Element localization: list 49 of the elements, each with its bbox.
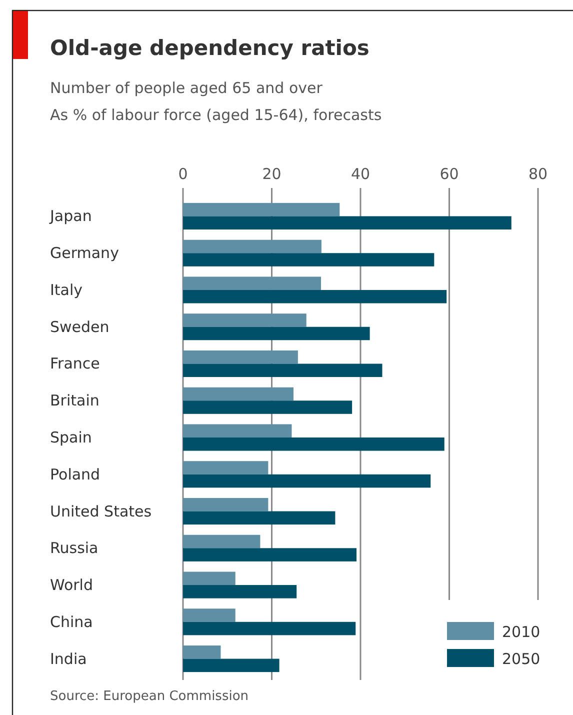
legend-label: 2010 (502, 623, 540, 641)
bar (183, 608, 236, 622)
bar (183, 474, 431, 488)
y-tick-label: Italy (50, 280, 83, 299)
y-tick-label: World (50, 576, 93, 594)
y-tick-label: India (50, 650, 87, 668)
bar (183, 645, 221, 659)
x-tick-label: 40 (350, 165, 370, 183)
y-tick-label: Sweden (50, 318, 110, 336)
bar (183, 498, 268, 512)
bar (183, 276, 322, 290)
bar (183, 572, 236, 586)
x-tick-label: 20 (262, 165, 282, 183)
y-tick-label: Britain (50, 392, 100, 410)
bar (183, 622, 356, 636)
bar (183, 253, 434, 266)
source-note: Source: European Commission (50, 689, 249, 704)
bar (183, 585, 297, 598)
chart-subtitle: Number of people aged 65 and over As % of labour force (aged 15-64), forecasts (50, 79, 382, 124)
bar (183, 350, 298, 364)
chart-title: Old-age dependency ratios (50, 36, 370, 60)
x-tick-label: 60 (440, 165, 459, 183)
bar (183, 364, 382, 378)
y-tick-label: China (50, 612, 93, 631)
bar (183, 202, 340, 216)
y-tick-label: Japan (49, 207, 92, 226)
bar (183, 511, 336, 525)
bar (183, 438, 444, 451)
bar (183, 658, 280, 672)
y-tick-label: France (50, 354, 100, 373)
legend-label: 2050 (502, 650, 540, 668)
bar (183, 216, 512, 230)
y-tick-label: Russia (50, 539, 98, 558)
y-tick-label: United States (50, 502, 152, 520)
bar (183, 314, 306, 327)
bar (183, 326, 370, 340)
y-tick-label: Germany (50, 244, 120, 262)
y-tick-label: Spain (50, 428, 92, 446)
x-tick-label: 80 (528, 165, 548, 183)
bar (183, 387, 294, 401)
bar (183, 548, 357, 562)
x-tick-label: 0 (178, 165, 188, 183)
bar (183, 534, 260, 548)
bar (183, 461, 268, 474)
bar (183, 400, 352, 414)
bar (183, 424, 292, 438)
bar (183, 290, 447, 304)
bar (183, 240, 322, 254)
y-tick-label: Poland (50, 465, 100, 484)
